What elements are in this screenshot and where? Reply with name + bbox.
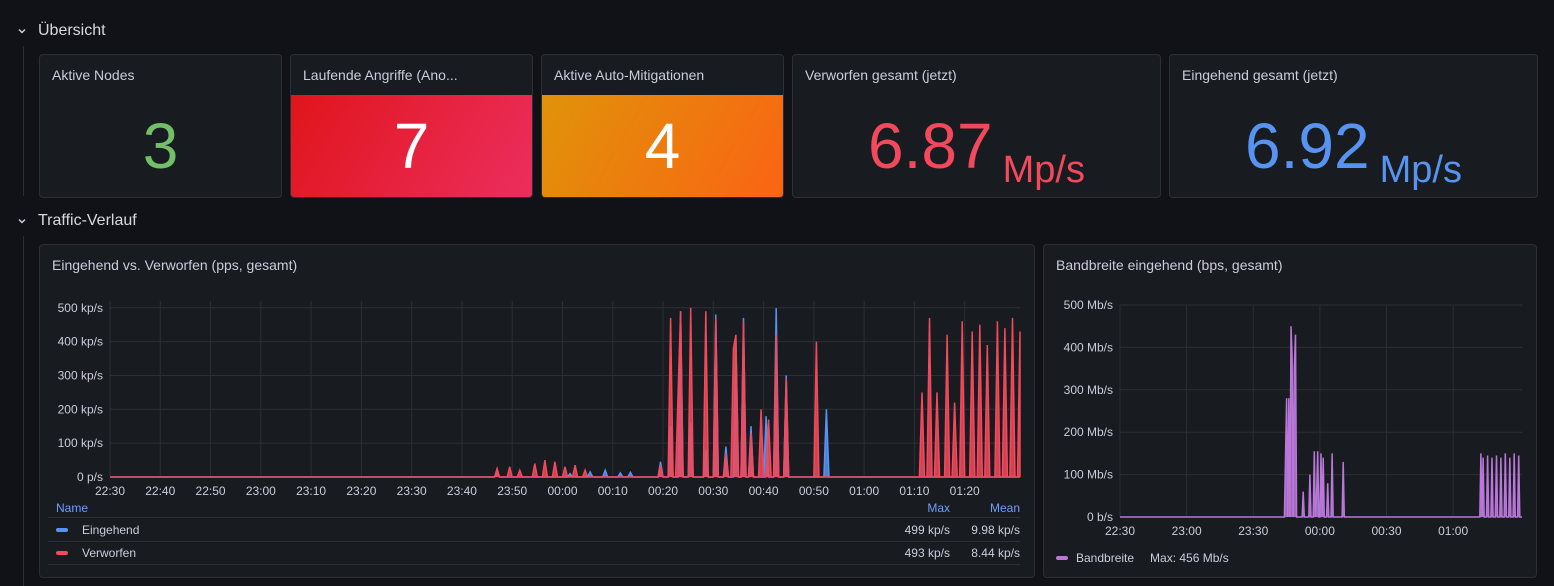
stat-value: 3 <box>142 110 179 182</box>
legend-col-max[interactable]: Max <box>927 501 950 515</box>
bandwidth-chart[interactable]: 0 b/s 100 Mb/s 200 Mb/s 300 Mb/s 400 Mb/s 500… <box>1044 245 1536 541</box>
stat-value: 7 <box>393 110 430 182</box>
row-title: Übersicht <box>38 22 106 39</box>
series-name: Bandbreite <box>1076 551 1135 565</box>
series-line-verworfen <box>110 307 1021 478</box>
series-swatch <box>1056 556 1068 560</box>
row-divider <box>23 236 24 586</box>
x-tick-label: 23:00 <box>246 484 276 498</box>
legend-row-dropped[interactable]: Verworfen 493 kp/s 8.44 kp/s <box>48 541 1020 565</box>
series-mean: 8.44 kp/s <box>971 546 1020 560</box>
y-tick-label: 0 p/s <box>77 470 103 484</box>
panel-title: Aktive Auto-Mitigationen <box>554 67 705 83</box>
x-tick-label: 22:30 <box>95 484 125 498</box>
legend-header: Name Max Mean <box>48 499 1020 517</box>
x-tick-label: 23:40 <box>447 484 477 498</box>
series-max: 499 kp/s <box>904 522 950 537</box>
series-line-eingehend <box>110 308 1020 478</box>
stat-panel-mitigations[interactable]: Aktive Auto-Mitigationen 4 <box>541 54 784 198</box>
y-tick-label: 500 Mb/s <box>1064 298 1113 312</box>
pps-chart-panel[interactable]: Eingehend vs. Verworfen (pps, gesamt) 0 … <box>39 244 1035 578</box>
y-tick-label: 0 b/s <box>1087 510 1113 524</box>
x-tick-label: 01:20 <box>950 484 980 498</box>
y-tick-label: 300 Mb/s <box>1064 383 1113 397</box>
stat-value: 4 <box>644 110 681 182</box>
series-name: Verworfen <box>82 546 137 560</box>
y-tick-label: 100 kp/s <box>58 436 103 450</box>
x-tick-label: 00:30 <box>1372 524 1402 538</box>
x-tick-label: 23:10 <box>296 484 326 498</box>
x-tick-label: 00:30 <box>698 484 728 498</box>
stat-background <box>291 95 532 197</box>
legend-row-incoming[interactable]: Eingehend 499 kp/s 9.98 kp/s <box>48 517 1020 541</box>
stat-panel-incoming[interactable]: Eingehend gesamt (jetzt) 6.92 Mp/s <box>1169 54 1538 198</box>
x-tick-label: 00:20 <box>648 484 678 498</box>
pps-chart[interactable]: 0 p/s 100 kp/s 200 kp/s 300 kp/s 400 kp/s 500… <box>40 245 1034 505</box>
series-line-bandbreite <box>1120 326 1522 518</box>
x-tick-label: 23:20 <box>346 484 376 498</box>
y-tick-label: 400 kp/s <box>58 335 103 349</box>
bandwidth-legend[interactable]: Bandbreite Max: 456 Mb/s <box>1056 551 1229 565</box>
stat-value: 6.87 <box>868 110 993 182</box>
chevron-down-icon[interactable] <box>16 25 28 37</box>
stat-unit: Mp/s <box>1002 149 1085 191</box>
y-tick-label: 400 Mb/s <box>1064 340 1113 354</box>
x-tick-label: 23:30 <box>397 484 427 498</box>
stat-panel-active-nodes[interactable]: Aktive Nodes 3 <box>39 54 282 198</box>
x-tick-label: 23:30 <box>1238 524 1268 538</box>
x-tick-label: 00:00 <box>547 484 577 498</box>
series-area-verworfen <box>110 307 1020 477</box>
panel-title: Eingehend gesamt (jetzt) <box>1182 67 1338 83</box>
panel-title: Aktive Nodes <box>52 67 135 83</box>
row-divider <box>23 46 24 196</box>
series-area-eingehend <box>110 308 1020 477</box>
stat-panel-dropped[interactable]: Verworfen gesamt (jetzt) 6.87 Mp/s <box>792 54 1161 198</box>
x-tick-label: 00:40 <box>749 484 779 498</box>
stat-background <box>542 95 783 197</box>
stat-panel-attacks[interactable]: Laufende Angriffe (Ano... 7 <box>290 54 533 198</box>
panel-title: Verworfen gesamt (jetzt) <box>805 67 957 83</box>
row-header-overview[interactable]: Übersicht <box>16 19 106 43</box>
x-tick-label: 01:00 <box>849 484 879 498</box>
y-tick-label: 500 kp/s <box>58 301 103 315</box>
y-tick-label: 200 Mb/s <box>1064 425 1113 439</box>
stat-value: 6.92 <box>1245 110 1370 182</box>
series-swatch <box>56 527 68 532</box>
pps-legend: Name Max Mean Eingehend 499 kp/s 9.98 kp… <box>48 499 1020 565</box>
row-title: Traffic-Verlauf <box>38 212 137 229</box>
x-tick-label: 00:10 <box>598 484 628 498</box>
x-tick-label: 23:00 <box>1172 524 1202 538</box>
x-tick-label: 00:50 <box>799 484 829 498</box>
series-max: Max: 456 Mb/s <box>1150 551 1229 565</box>
x-tick-label: 22:30 <box>1105 524 1135 538</box>
chevron-down-icon[interactable] <box>16 215 28 227</box>
x-tick-label: 22:50 <box>196 484 226 498</box>
x-tick-label: 22:40 <box>145 484 175 498</box>
panel-title: Laufende Angriffe (Ano... <box>303 67 458 83</box>
series-max: 493 kp/s <box>904 546 950 560</box>
x-tick-label: 23:50 <box>497 484 527 498</box>
y-tick-label: 300 kp/s <box>58 368 103 382</box>
series-name: Eingehend <box>82 522 140 537</box>
y-tick-label: 100 Mb/s <box>1064 468 1113 482</box>
series-swatch <box>56 551 68 555</box>
panel-title: Bandbreite eingehend (bps, gesamt) <box>1056 257 1283 273</box>
row-header-traffic[interactable]: Traffic-Verlauf <box>16 209 137 233</box>
x-tick-label: 01:00 <box>1438 524 1468 538</box>
x-tick-label: 00:00 <box>1305 524 1335 538</box>
series-mean: 9.98 kp/s <box>971 522 1020 537</box>
y-tick-label: 200 kp/s <box>58 402 103 416</box>
stat-unit: Mp/s <box>1379 149 1462 191</box>
legend-col-mean[interactable]: Mean <box>989 501 1020 515</box>
bandwidth-chart-panel[interactable]: Bandbreite eingehend (bps, gesamt) 0 b/s… <box>1043 244 1537 578</box>
legend-col-name[interactable]: Name <box>56 501 89 515</box>
x-tick-label: 01:10 <box>899 484 929 498</box>
panel-title: Eingehend vs. Verworfen (pps, gesamt) <box>52 257 298 273</box>
